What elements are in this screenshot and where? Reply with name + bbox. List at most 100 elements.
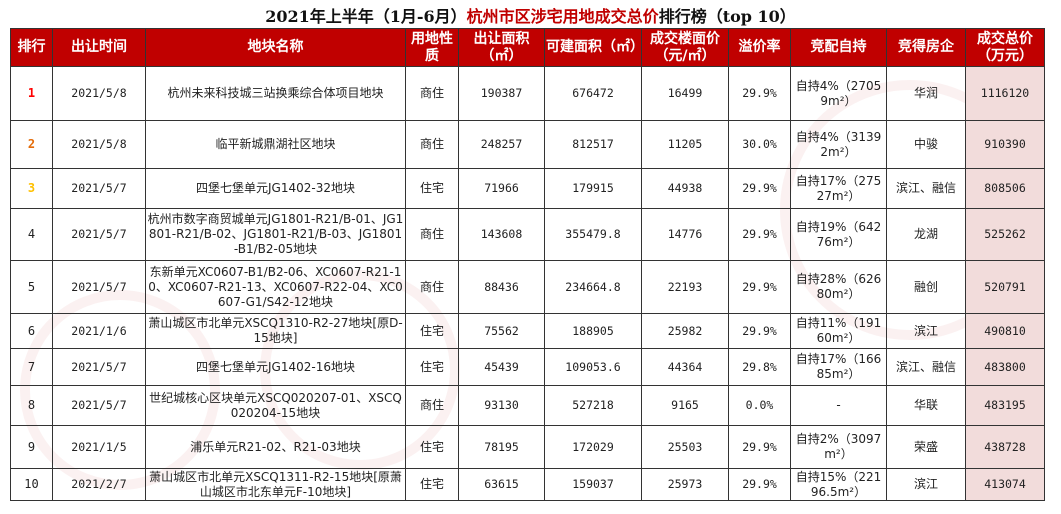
cell-build: 179915 [544, 168, 642, 209]
cell-total: 910390 [965, 120, 1045, 169]
header-date: 出让时间 [52, 28, 146, 67]
cell-name: 萧山城区市北单元XSCQ1311-R2-15地块[原萧山城区市北东单元F-10地… [145, 468, 406, 501]
cell-company: 滨江 [886, 468, 966, 501]
cell-build: 676472 [544, 66, 642, 121]
cell-price: 9165 [641, 385, 729, 426]
cell-build: 172029 [544, 425, 642, 469]
cell-price: 44364 [641, 348, 729, 386]
cell-date: 2021/5/7 [52, 260, 146, 314]
cell-hold: 自持17%（27527m²） [790, 168, 887, 209]
cell-hold: 自持28%（62680m²） [790, 260, 887, 314]
cell-company: 中骏 [886, 120, 966, 169]
table-row: 6 2021/1/6 萧山城区市北单元XSCQ1310-R2-27地块[原D-15地… [10, 313, 1045, 349]
cell-total: 483195 [965, 385, 1045, 426]
cell-area: 78195 [458, 425, 545, 469]
cell-company: 华润 [886, 66, 966, 121]
cell-area: 190387 [458, 66, 545, 121]
header-premium: 溢价率 [728, 28, 791, 67]
cell-hold: 自持2%（3097m²） [790, 425, 887, 469]
cell-rank: 8 [10, 385, 53, 426]
cell-area: 63615 [458, 468, 545, 501]
cell-type: 商住 [405, 260, 459, 314]
cell-price: 25503 [641, 425, 729, 469]
cell-rank: 2 [10, 120, 53, 169]
cell-total: 438728 [965, 425, 1045, 469]
cell-total: 490810 [965, 313, 1045, 349]
cell-area: 88436 [458, 260, 545, 314]
cell-type: 商住 [405, 66, 459, 121]
cell-total: 808506 [965, 168, 1045, 209]
header-hold: 竞配自持 [790, 28, 887, 67]
table-row: 8 2021/5/7 世纪城核心区块单元XSCQ020207-01、XSCQ0202… [10, 385, 1045, 426]
cell-date: 2021/1/5 [52, 425, 146, 469]
cell-date: 2021/5/7 [52, 208, 146, 261]
table-row: 7 2021/5/7 四堡七堡单元JG1402-16地块 住宅 45439 109053.… [10, 348, 1045, 386]
cell-date: 2021/5/7 [52, 168, 146, 209]
cell-total: 520791 [965, 260, 1045, 314]
table-row: 5 2021/5/7 东新单元XC0607-B1/B2-06、XC0607-R21-… [10, 260, 1045, 314]
cell-area: 143608 [458, 208, 545, 261]
cell-date: 2021/5/7 [52, 385, 146, 426]
cell-area: 93130 [458, 385, 545, 426]
cell-hold: 自持19%（64276m²） [790, 208, 887, 261]
cell-hold: 自持17%（16685m²） [790, 348, 887, 386]
cell-premium: 29.9% [728, 208, 791, 261]
table-row: 10 2021/2/7 萧山城区市北单元XSCQ1311-R2-15地块[原萧山城区… [10, 468, 1045, 501]
page-title: 2021年上半年（1月-6月）杭州市区涉宅用地成交总价排行榜（top 10） [0, 3, 1061, 27]
cell-price: 16499 [641, 66, 729, 121]
cell-area: 71966 [458, 168, 545, 209]
cell-premium: 0.0% [728, 385, 791, 426]
cell-premium: 29.9% [728, 313, 791, 349]
table-row: 9 2021/1/5 浦乐单元R21-02、R21-03地块 住宅 78195 17202… [10, 425, 1045, 469]
cell-premium: 30.0% [728, 120, 791, 169]
cell-premium: 29.8% [728, 348, 791, 386]
table-row: 2 2021/5/8 临平新城鼎湖社区地块 商住 248257 812517 11205 30… [10, 120, 1045, 169]
cell-build: 159037 [544, 468, 642, 501]
cell-date: 2021/5/8 [52, 66, 146, 121]
cell-company: 龙湖 [886, 208, 966, 261]
table-row: 1 2021/5/8 杭州未来科技城三站换乘综合体项目地块 商住 190387 67647… [10, 66, 1045, 121]
cell-company: 滨江、融信 [886, 348, 966, 386]
cell-premium: 29.9% [728, 260, 791, 314]
cell-type: 住宅 [405, 348, 459, 386]
title-part1: 2021年上半年（1月-6月） [265, 7, 467, 26]
cell-premium: 29.9% [728, 425, 791, 469]
table-row: 3 2021/5/7 四堡七堡单元JG1402-32地块 住宅 71966 179915 4… [10, 168, 1045, 209]
cell-date: 2021/5/8 [52, 120, 146, 169]
cell-area: 45439 [458, 348, 545, 386]
cell-name: 四堡七堡单元JG1402-32地块 [145, 168, 406, 209]
cell-total: 483800 [965, 348, 1045, 386]
cell-company: 华联 [886, 385, 966, 426]
cell-rank: 3 [10, 168, 53, 209]
cell-price: 11205 [641, 120, 729, 169]
cell-name: 杭州市数字商贸城单元JG1801-R21/B-01、JG1801-R21/B-0… [145, 208, 406, 261]
cell-type: 住宅 [405, 468, 459, 501]
cell-premium: 29.9% [728, 468, 791, 501]
cell-type: 商住 [405, 208, 459, 261]
header-company: 竞得房企 [886, 28, 966, 67]
header-row: 排行 出让时间 地块名称 用地性质 出让面积（㎡） 可建面积（㎡） 成交楼面价（元/㎡） 溢价… [10, 28, 1045, 67]
cell-company: 荣盛 [886, 425, 966, 469]
header-build: 可建面积（㎡） [544, 28, 644, 67]
cell-rank: 6 [10, 313, 53, 349]
cell-company: 融创 [886, 260, 966, 314]
cell-name: 东新单元XC0607-B1/B2-06、XC0607-R21-10、XC0607… [145, 260, 406, 314]
title-highlight: 杭州市区涉宅用地成交总价 [466, 7, 659, 26]
cell-price: 22193 [641, 260, 729, 314]
cell-type: 商住 [405, 385, 459, 426]
header-type: 用地性质 [405, 28, 459, 67]
cell-price: 44938 [641, 168, 729, 209]
cell-total: 525262 [965, 208, 1045, 261]
title-part3: 排行榜（top 10） [658, 7, 796, 26]
header-rank: 排行 [10, 28, 53, 67]
cell-name: 世纪城核心区块单元XSCQ020207-01、XSCQ020204-15地块 [145, 385, 406, 426]
cell-area: 75562 [458, 313, 545, 349]
cell-hold: - [790, 385, 887, 426]
cell-type: 住宅 [405, 313, 459, 349]
cell-date: 2021/5/7 [52, 348, 146, 386]
cell-company: 滨江、融信 [886, 168, 966, 209]
cell-company: 滨江 [886, 313, 966, 349]
cell-build: 234664.8 [544, 260, 642, 314]
header-area: 出让面积（㎡） [458, 28, 545, 67]
cell-hold: 自持15%（22196.5m²） [790, 468, 887, 501]
